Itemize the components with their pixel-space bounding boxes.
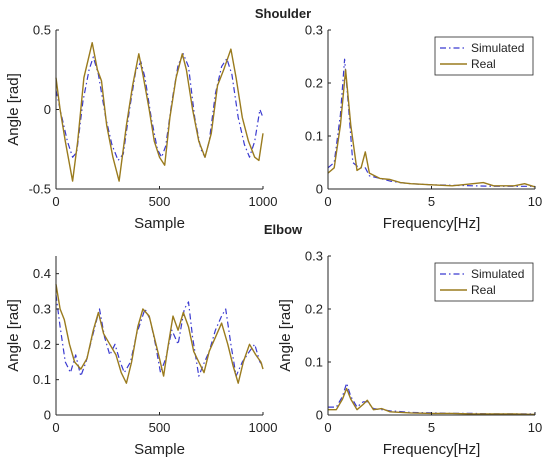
x-tick-label: 5 bbox=[428, 420, 435, 435]
y-tick-label: 0 bbox=[316, 182, 323, 197]
y-tick-label: 0.3 bbox=[305, 249, 323, 264]
plot-area bbox=[56, 256, 263, 415]
x-tick-label: 1000 bbox=[249, 420, 278, 435]
y-tick-label: 0.1 bbox=[305, 129, 323, 144]
x-tick-label: 0 bbox=[52, 194, 59, 209]
legend-label-real: Real bbox=[471, 283, 496, 297]
legend-label-simulated: Simulated bbox=[471, 41, 524, 55]
y-tick-label: 0.1 bbox=[33, 372, 51, 387]
x-tick-label: 0 bbox=[52, 420, 59, 435]
legend-label-real: Real bbox=[471, 57, 496, 71]
simulated-series-line bbox=[327, 58, 535, 187]
legend: Simulated Real bbox=[434, 36, 534, 76]
y-tick-label: 0.2 bbox=[305, 302, 323, 317]
x-axis-label: Sample bbox=[134, 215, 185, 232]
legend-box bbox=[434, 262, 534, 302]
panel-3: 0 500 1000 0 0.1 0.2 0.3 0.4 Sample Angle [rad] El… bbox=[5, 222, 303, 458]
x-tick-label: 0 bbox=[324, 420, 331, 435]
x-tick-label: 0 bbox=[324, 194, 331, 209]
legend: Simulated Real bbox=[434, 262, 534, 302]
y-tick-label: 0 bbox=[316, 408, 323, 423]
chart-title: Elbow bbox=[264, 222, 303, 237]
legend-box bbox=[434, 36, 534, 76]
real-series-line bbox=[55, 42, 264, 182]
y-tick-label: 0.4 bbox=[33, 266, 51, 281]
x-axis-label: Frequency[Hz] bbox=[383, 441, 481, 458]
real-series-line bbox=[55, 284, 264, 384]
x-tick-label: 10 bbox=[528, 420, 542, 435]
y-tick-label: 0.1 bbox=[305, 355, 323, 370]
y-axis-label: Angle [rad] bbox=[5, 299, 22, 372]
x-axis-label: Sample bbox=[134, 441, 185, 458]
y-axis-label: Angle [rad] bbox=[277, 299, 294, 372]
real-series-line bbox=[328, 387, 536, 416]
legend-label-simulated: Simulated bbox=[471, 267, 524, 281]
real-series-line bbox=[327, 69, 536, 188]
panel-2: 0 5 10 0 0.1 0.2 0.3 Frequency[Hz] Simulated Real bbox=[305, 23, 542, 233]
y-tick-label: 0.2 bbox=[305, 76, 323, 91]
x-axis-label: Frequency[Hz] bbox=[383, 215, 481, 232]
x-tick-label: 500 bbox=[149, 420, 171, 435]
simulated-series-line bbox=[55, 53, 264, 161]
x-tick-label: 10 bbox=[528, 194, 542, 209]
y-tick-label: -0.5 bbox=[29, 182, 51, 197]
x-tick-label: 500 bbox=[149, 194, 171, 209]
x-tick-label: 5 bbox=[428, 194, 435, 209]
panel-4: 0 5 10 0 0.1 0.2 0.3 Frequency[Hz] Angle [rad] Si… bbox=[277, 249, 542, 459]
y-tick-label: 0 bbox=[44, 102, 51, 117]
y-tick-label: 0.5 bbox=[33, 23, 51, 38]
y-tick-label: 0.2 bbox=[33, 337, 51, 352]
y-axis-label: Angle [rad] bbox=[5, 73, 22, 146]
y-tick-label: 0.3 bbox=[33, 302, 51, 317]
y-tick-label: 0.3 bbox=[305, 23, 323, 38]
chart-title: Shoulder bbox=[255, 6, 311, 21]
x-tick-label: 1000 bbox=[249, 194, 278, 209]
y-tick-label: 0 bbox=[44, 408, 51, 423]
